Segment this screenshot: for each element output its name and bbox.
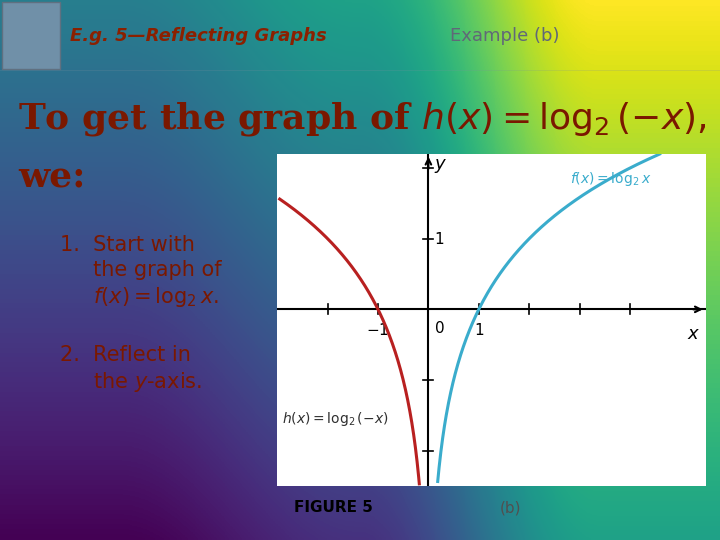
Text: E.g. 5—Reflecting Graphs: E.g. 5—Reflecting Graphs bbox=[70, 27, 327, 45]
Text: $h(x) = \log_2(-x)$: $h(x) = \log_2(-x)$ bbox=[282, 410, 389, 428]
Text: To get the graph of $h(x) = \log_2(-x),$: To get the graph of $h(x) = \log_2(-x),$ bbox=[18, 100, 706, 138]
Text: $1$: $1$ bbox=[434, 231, 445, 247]
Text: $-1$: $-1$ bbox=[366, 322, 390, 338]
Text: $0$: $0$ bbox=[434, 320, 445, 336]
Text: $f(x) = \log_2 x$: $f(x) = \log_2 x$ bbox=[570, 170, 651, 187]
Text: $y$: $y$ bbox=[434, 158, 448, 176]
Text: the $y$-axis.: the $y$-axis. bbox=[60, 370, 202, 394]
Text: FIGURE 5: FIGURE 5 bbox=[294, 501, 373, 515]
Text: $x$: $x$ bbox=[688, 325, 701, 343]
Text: 1.  Start with: 1. Start with bbox=[60, 235, 195, 255]
Text: the graph of: the graph of bbox=[60, 260, 222, 280]
FancyBboxPatch shape bbox=[2, 2, 60, 69]
Text: $1$: $1$ bbox=[474, 322, 484, 338]
Text: we:: we: bbox=[18, 160, 86, 194]
Text: (b): (b) bbox=[500, 501, 521, 515]
Text: $f(x) = \log_2 x.$: $f(x) = \log_2 x.$ bbox=[60, 285, 219, 309]
Text: Example (b): Example (b) bbox=[450, 27, 559, 45]
Text: 2.  Reflect in: 2. Reflect in bbox=[60, 345, 191, 365]
